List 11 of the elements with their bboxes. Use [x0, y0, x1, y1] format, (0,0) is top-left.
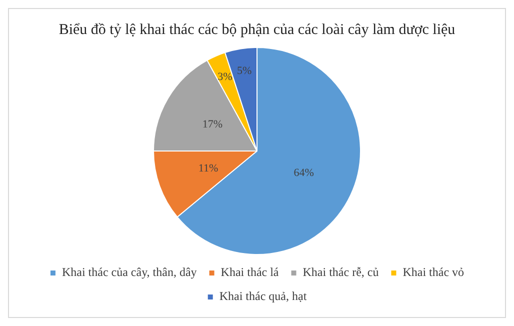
data-label: 64%: [294, 166, 314, 179]
legend-label: Khai thác rễ, củ: [302, 265, 379, 280]
data-label: 11%: [198, 162, 218, 174]
legend-label: Khai thác vỏ: [402, 265, 464, 280]
data-label: 3%: [218, 70, 232, 83]
data-label: 17%: [202, 118, 223, 131]
chart-title: Biểu đồ tỷ lệ khai thác các bộ phận của các loài cây làm dược liệu: [58, 22, 456, 38]
legend-label: Khai thác lá: [220, 265, 280, 280]
legend-label: Khai thác của cây, thân, dây: [62, 265, 197, 280]
data-label: 5%: [237, 65, 252, 78]
legend-label: Khai thác quả, hạt: [219, 289, 308, 304]
